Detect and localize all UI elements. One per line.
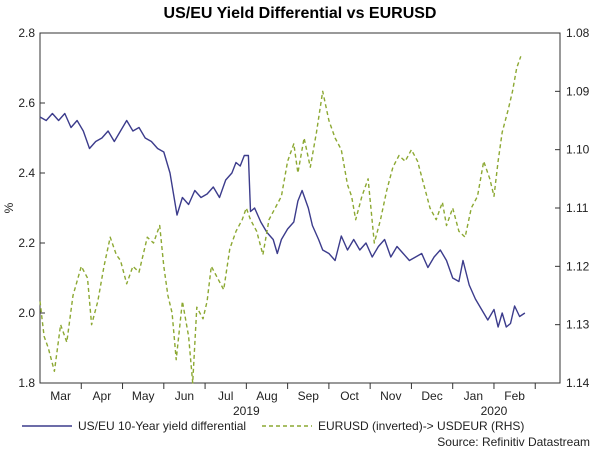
y-right-tick-label: 1.14 xyxy=(566,376,590,390)
x-tick-label: Apr xyxy=(93,389,112,403)
plot-frame xyxy=(39,32,561,384)
y-right-axis: 1.14 1.13 1.12 1.11 1.10 1.09 1.08 xyxy=(555,26,590,390)
y-left-tick-label: 2.4 xyxy=(18,166,35,180)
series-line-yield-differential xyxy=(39,112,526,328)
x-tick-label: Aug xyxy=(256,389,277,403)
y-left-tick-label: 2.8 xyxy=(18,26,35,40)
y-right-tick-label: 1.11 xyxy=(566,201,589,215)
x-tick-label: Jun xyxy=(175,389,194,403)
y-right-tick-label: 1.09 xyxy=(566,84,590,98)
series-lines xyxy=(39,56,526,384)
x-dividers xyxy=(80,383,536,389)
y-right-tick-label: 1.13 xyxy=(566,318,590,332)
y-right-tick-label: 1.08 xyxy=(566,26,590,40)
x-tick-label: Feb xyxy=(504,389,525,403)
x-tick-label: Nov xyxy=(380,389,401,403)
y-left-tick-label: 2.2 xyxy=(18,236,35,250)
y-left-tick-label: 2.6 xyxy=(18,96,35,110)
x-year-label: 2019 xyxy=(233,404,260,418)
y-left-axis: 1.8 2.0 2.2 2.4 2.6 2.8 xyxy=(18,26,45,390)
chart-title: US/EU Yield Differential vs EURUSD xyxy=(164,5,437,22)
x-tick-label: Jan xyxy=(464,389,483,403)
series-line-eurusd-inverted xyxy=(39,56,522,384)
y-right-tick-label: 1.10 xyxy=(566,143,590,157)
y-axis-label: % xyxy=(2,202,16,213)
x-tick-label: Dec xyxy=(421,389,442,403)
y-left-tick-label: 1.8 xyxy=(18,376,35,390)
legend-label-eurusd: EURUSD (inverted)-> USDEUR (RHS) xyxy=(318,419,524,433)
y-left-tick-label: 2.0 xyxy=(18,306,35,320)
x-tick-label: Mar xyxy=(50,389,71,403)
x-axis: Mar Apr May Jun Jul Aug Sep Oct Nov Dec Jan Feb 2019… xyxy=(50,389,525,418)
y-right-tick-label: 1.12 xyxy=(566,259,590,273)
x-year-label: 2020 xyxy=(481,404,508,418)
x-tick-label: May xyxy=(132,389,155,403)
x-tick-label: Jul xyxy=(218,389,233,403)
legend: US/EU 10-Year yield differential EURUSD … xyxy=(22,419,524,433)
x-tick-label: Oct xyxy=(340,389,359,403)
x-tick-label: Sep xyxy=(298,389,320,403)
legend-label-yield: US/EU 10-Year yield differential xyxy=(78,419,246,433)
source-note: Source: Refinitiv Datastream xyxy=(437,435,590,449)
